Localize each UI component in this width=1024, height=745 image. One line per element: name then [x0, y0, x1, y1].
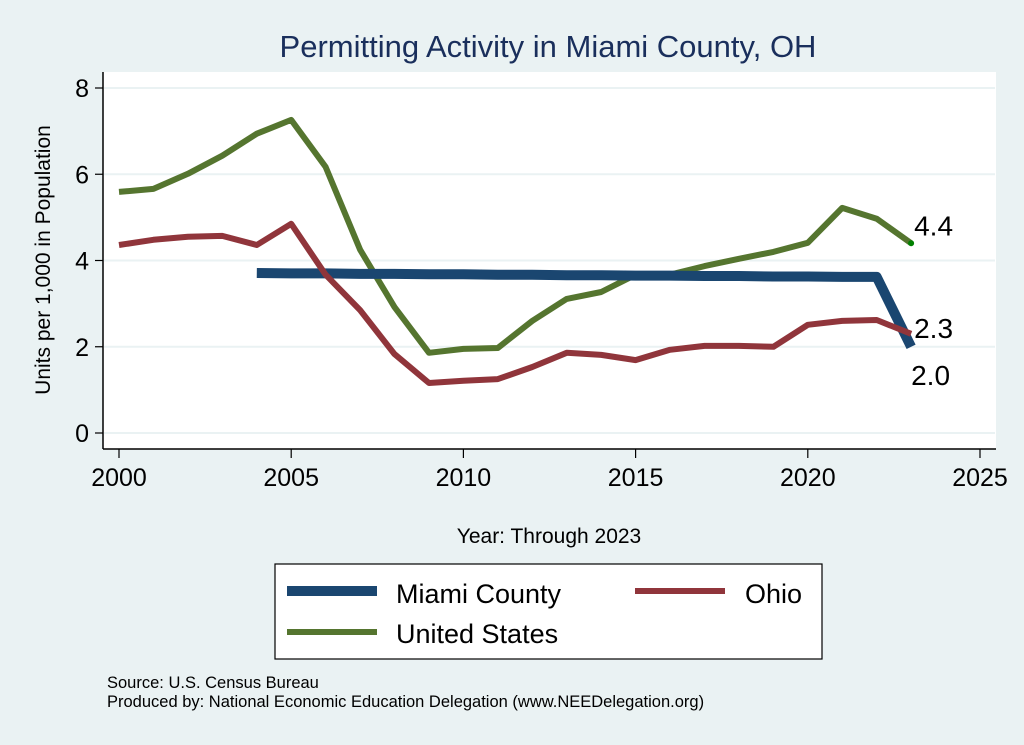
x-tick-label: 2020	[780, 464, 836, 492]
end-label-ohio: 2.3	[914, 313, 953, 344]
end-label-miami-county: 2.0	[911, 360, 950, 391]
x-axis-ticks: 2000 2005 2010 2015 2020 2025	[91, 449, 1008, 492]
x-tick-label: 2010	[436, 464, 492, 492]
y-tick-label: 8	[75, 75, 89, 103]
series-line-ohio	[118, 220, 913, 386]
legend-label-miami-county: Miami County	[396, 579, 562, 609]
series-line-miami-county	[256, 268, 916, 350]
source-note: Source: U.S. Census Bureau	[107, 674, 319, 692]
legend: Miami County Ohio United States	[274, 563, 823, 660]
x-tick-label: 2005	[263, 464, 319, 492]
legend-label-united-states: United States	[396, 619, 558, 649]
x-tick-label: 2025	[952, 464, 1008, 492]
legend-label-ohio: Ohio	[745, 579, 802, 609]
gridlines	[104, 87, 995, 434]
x-axis-label: Year: Through 2023	[457, 525, 642, 548]
series-lines	[118, 116, 916, 386]
x-tick-label: 2015	[608, 464, 664, 492]
series-line-united-states	[118, 116, 913, 356]
y-tick-label: 0	[75, 420, 89, 448]
end-labels: 2.0 2.3 4.4	[908, 210, 953, 391]
legend-box	[274, 563, 823, 660]
y-tick-label: 6	[75, 161, 89, 189]
producer-note: Produced by: National Economic Education…	[107, 693, 704, 711]
end-label-united-states: 4.4	[914, 210, 953, 241]
y-axis-ticks: 0 2 4 6 8	[75, 75, 103, 448]
y-tick-label: 4	[75, 248, 89, 276]
end-marker-united-states	[908, 240, 915, 247]
chart-title: Permitting Activity in Miami County, OH	[280, 29, 817, 64]
x-tick-label: 2000	[91, 464, 147, 492]
y-axis-label: Units per 1,000 in Population	[32, 125, 55, 395]
y-tick-label: 2	[75, 334, 89, 362]
